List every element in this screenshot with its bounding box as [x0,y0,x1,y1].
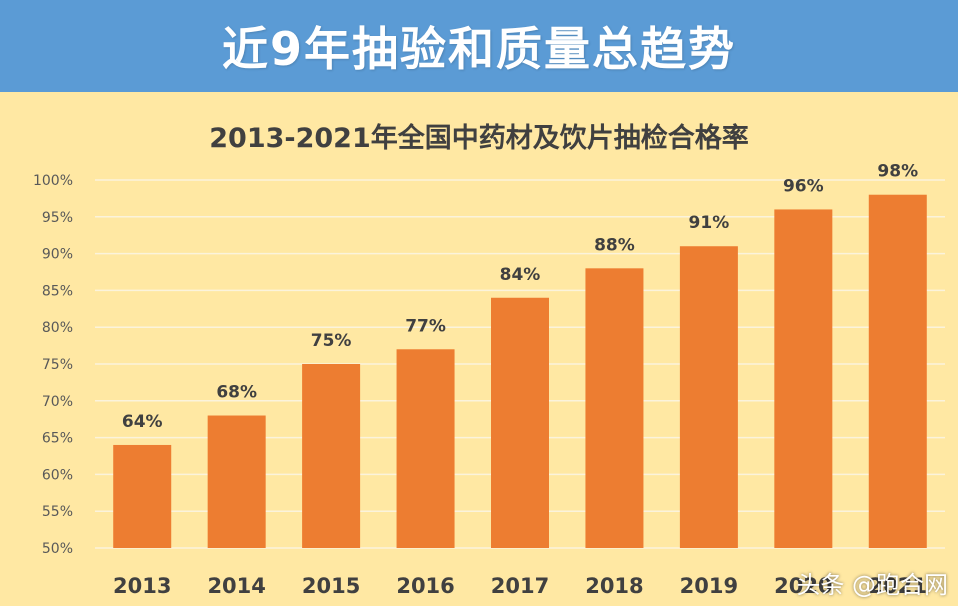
bar [491,297,549,548]
data-label: 96% [783,176,824,196]
y-tick-label: 50% [42,541,73,557]
bar-chart: 2013-2021年全国中药材及饮片抽检合格率 50% 55% 60% 65% 70% 75… [33,122,945,598]
y-tick-label: 60% [42,467,73,483]
data-label: 68% [216,383,257,403]
y-tick-label: 85% [42,283,73,299]
data-label: 98% [877,162,918,182]
bar [113,444,172,548]
data-label: 64% [122,412,163,432]
y-tick-label: 65% [42,431,73,447]
bar [396,349,455,548]
x-tick-label: 2020 [774,574,832,598]
y-tick-label: 100% [33,173,73,189]
bar [207,415,266,548]
bar [868,194,927,548]
chart-panel: 2013-2021年全国中药材及饮片抽检合格率 50% 55% 60% 65% 70% 75… [0,92,958,606]
x-tick-label: 2014 [207,574,265,598]
data-label: 77% [405,316,446,336]
x-tick-label: 2018 [585,574,643,598]
x-tick-label: 2015 [302,574,360,598]
y-tick-label: 75% [42,357,73,373]
y-tick-label: 55% [42,504,73,520]
x-tick-label: 2013 [113,574,171,598]
bar [585,268,644,548]
data-label: 88% [594,235,635,255]
page-title: 近9年抽验和质量总趋势 [221,22,736,76]
data-label: 91% [689,213,730,233]
chart-title: 2013-2021年全国中药材及饮片抽检合格率 [209,122,749,154]
y-tick-label: 80% [42,320,73,336]
bar [302,364,361,548]
bar [679,246,738,549]
header-banner: 近9年抽验和质量总趋势 [0,0,958,92]
data-label: 75% [311,331,352,351]
watermark-text: 头条 @跑合网 [796,571,948,599]
x-tick-label: 2017 [491,574,549,598]
y-tick-label: 95% [42,210,73,226]
data-label: 84% [500,265,541,285]
y-tick-label: 90% [42,247,73,263]
x-tick-label: 2021 [869,574,927,598]
y-tick-label: 70% [42,394,73,410]
x-tick-label: 2019 [680,574,738,598]
bar [774,209,833,548]
x-tick-label: 2016 [396,574,454,598]
